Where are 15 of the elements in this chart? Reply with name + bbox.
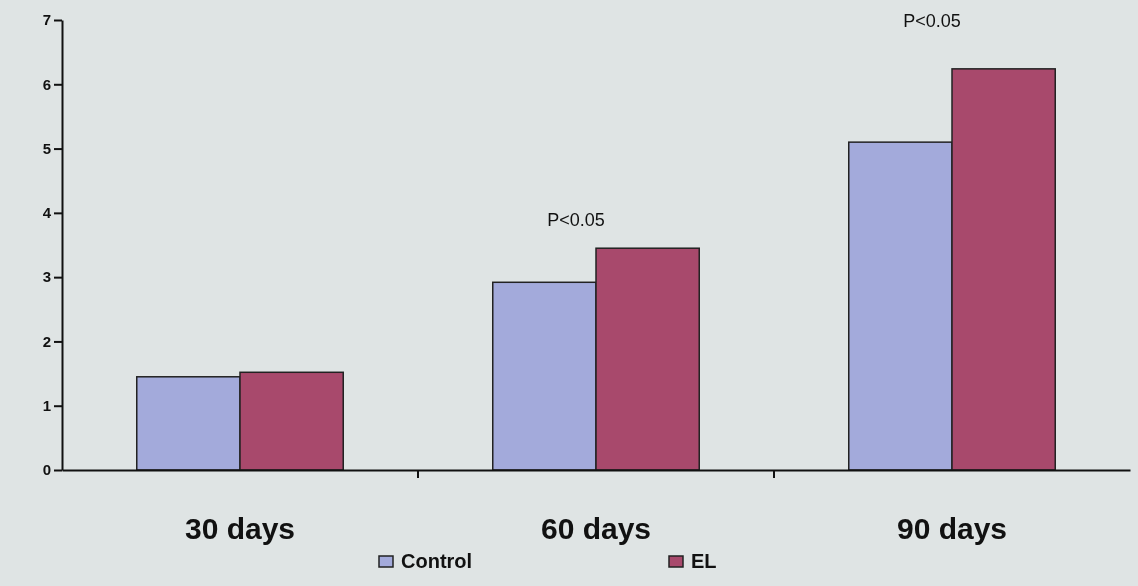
- legend-label: EL: [691, 550, 717, 572]
- y-tick-label: 5: [42, 139, 51, 157]
- y-tick-label: 2: [42, 332, 51, 350]
- y-tick-label: 6: [42, 75, 51, 93]
- x-tick-label: 90 days: [896, 512, 1008, 546]
- x-tick-label: 30 days: [184, 512, 296, 546]
- y-tick-label: 0: [42, 461, 51, 479]
- x-tick-label: 60 days: [540, 512, 652, 546]
- y-tick-label: 3: [42, 268, 51, 286]
- y-tick-label: 1: [42, 397, 51, 415]
- y-tick-label: 4: [42, 204, 52, 222]
- y-tick-label: 7: [42, 11, 51, 29]
- annotation: P<0.05: [903, 10, 961, 31]
- annotation: P<0.05: [547, 210, 605, 231]
- legend-label: Control: [401, 550, 473, 572]
